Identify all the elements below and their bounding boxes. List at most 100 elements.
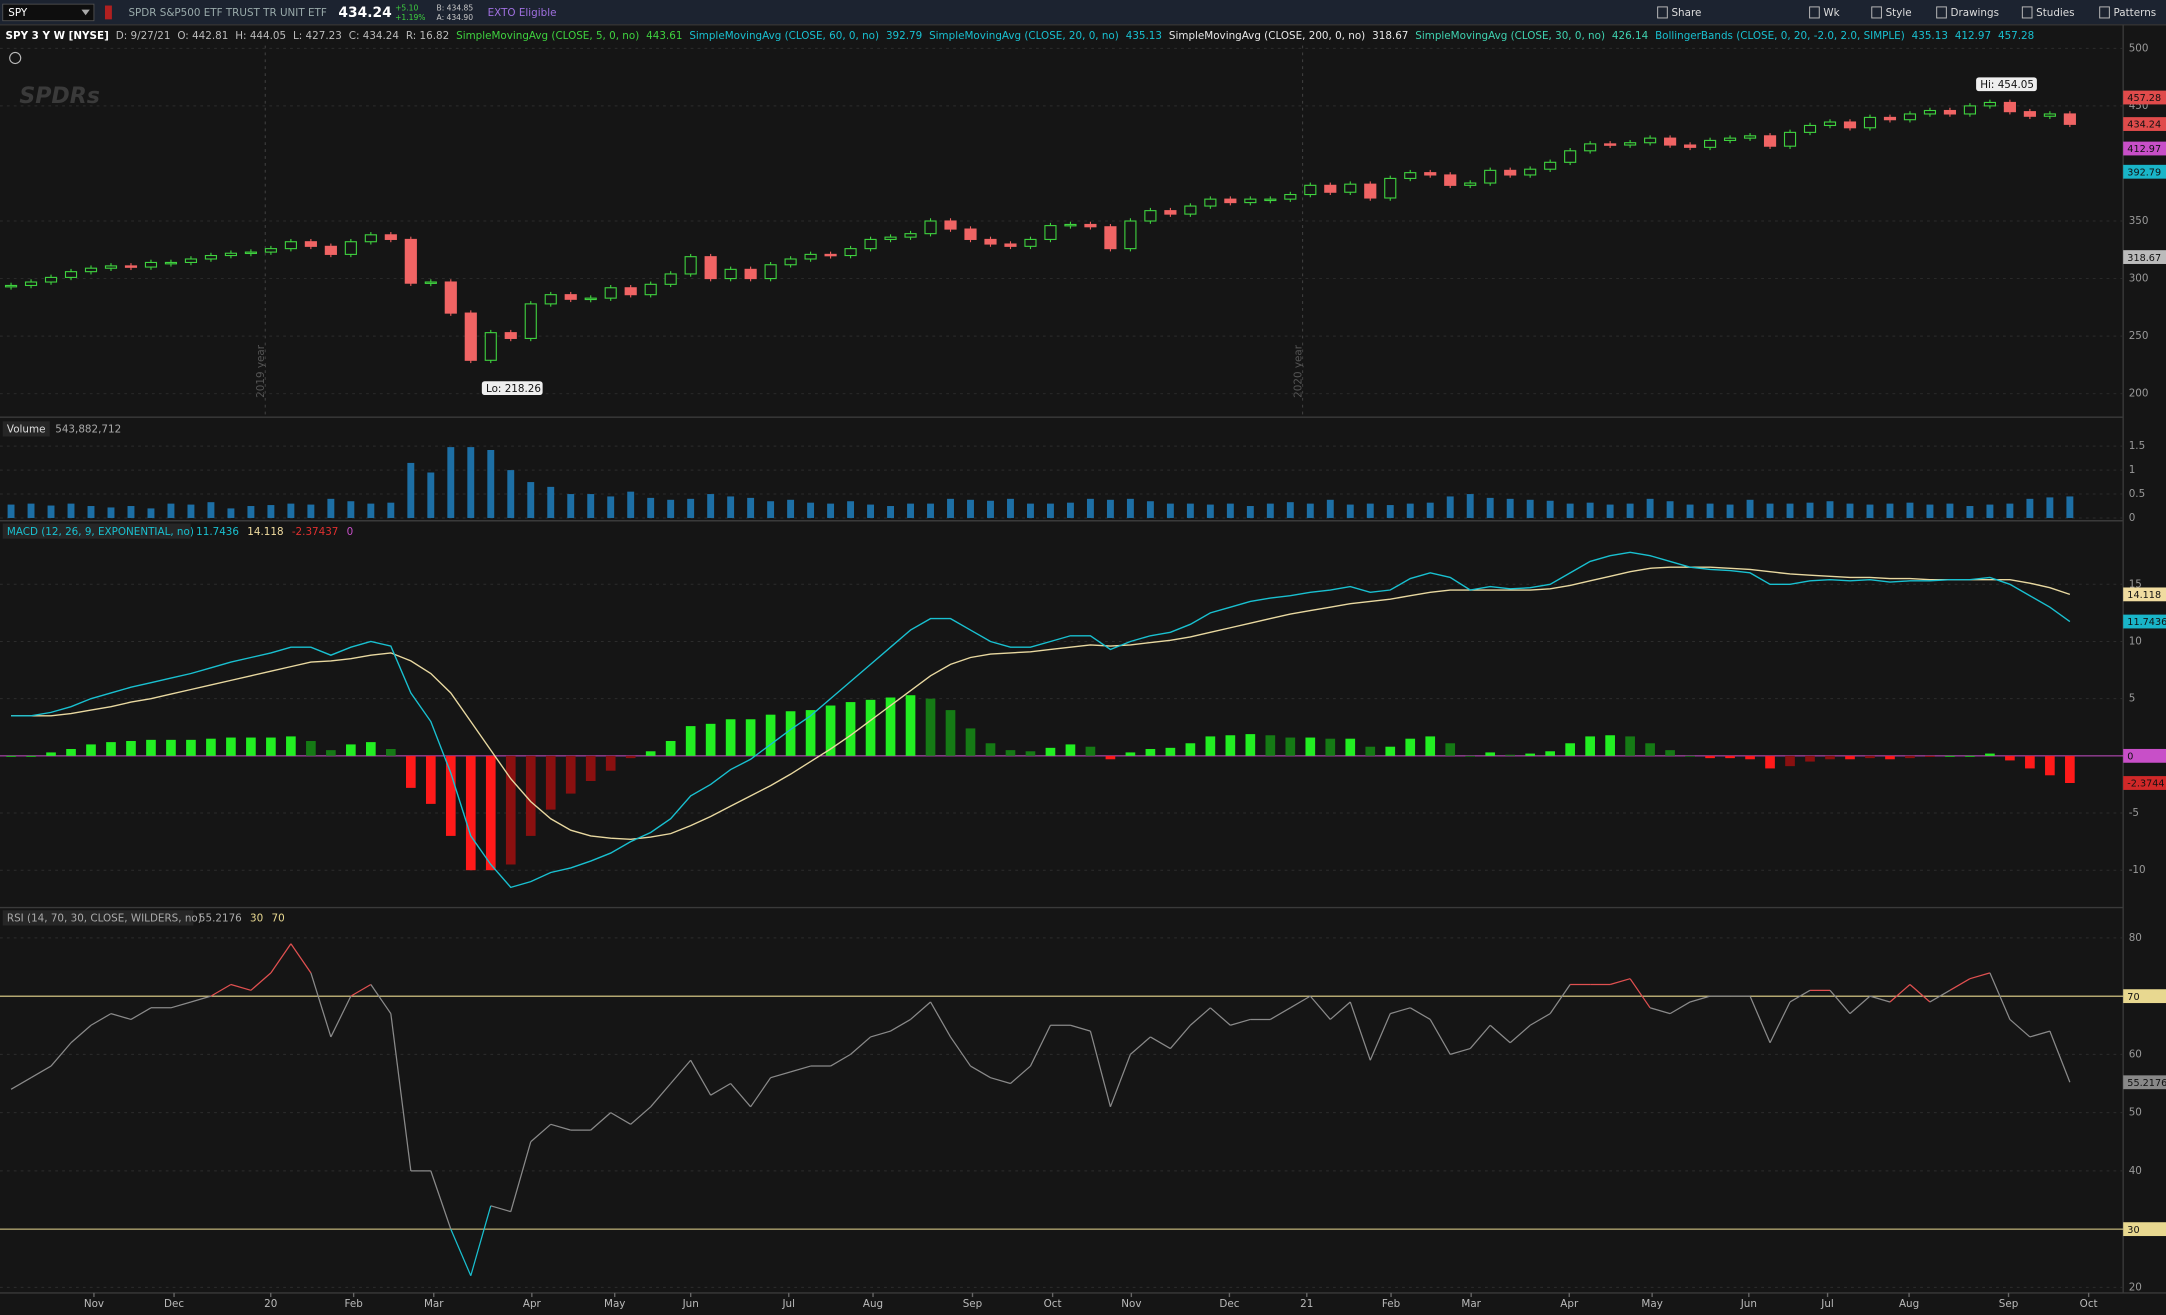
- candle: [1664, 137, 1677, 146]
- x-tick-label: Nov: [84, 1298, 104, 1310]
- badge[interactable]: EXTO Eligible: [488, 7, 557, 19]
- symbol-dropdown[interactable]: [81, 9, 90, 16]
- volume-bar: [587, 494, 595, 518]
- rsi-segment: [870, 1030, 891, 1038]
- x-tick-label: Sep: [963, 1298, 983, 1310]
- macd-histogram: [1745, 755, 1755, 760]
- rsi-segment: [1369, 1013, 1391, 1061]
- rsi-segment: [770, 1071, 791, 1079]
- candle: [564, 294, 577, 300]
- volume-bar: [607, 496, 615, 518]
- price-bubble-label: 434.24: [2127, 120, 2161, 131]
- candle: [2023, 111, 2036, 117]
- candle: [544, 294, 557, 305]
- description: SPDR S&P500 ETF TRUST TR UNIT ETF: [128, 7, 326, 19]
- candle: [1224, 198, 1237, 204]
- volume-bar: [1166, 503, 1174, 518]
- link-icon[interactable]: [104, 5, 112, 20]
- toolbar-button[interactable]: Style: [1886, 7, 1912, 19]
- x-tick-label: 21: [1300, 1298, 1313, 1310]
- volume-bar: [1686, 504, 1694, 518]
- candle: [1723, 137, 1737, 141]
- toolbar-button[interactable]: Studies: [2036, 7, 2074, 19]
- macd-histogram: [1865, 755, 1875, 759]
- toolbar-button[interactable]: Drawings: [1951, 7, 1999, 19]
- rsi-segment: [10, 1077, 32, 1090]
- toolbar-button[interactable]: Share: [1671, 7, 1701, 19]
- candle: [1823, 121, 1837, 127]
- candle: [2003, 101, 2016, 113]
- toolbar-button[interactable]: Wk: [1823, 7, 1839, 19]
- rsi-segment: [430, 1170, 452, 1230]
- toolbar-button[interactable]: Patterns: [2114, 7, 2157, 19]
- macd-histogram: [1305, 737, 1316, 756]
- rsi-segment: [1109, 1054, 1131, 1108]
- candle: [124, 265, 138, 268]
- change-pct: +1.19%: [395, 13, 425, 22]
- info-icon[interactable]: [9, 51, 22, 65]
- y-tick-label: 200: [2129, 388, 2149, 400]
- price-bubble: [2123, 117, 2166, 131]
- rsi-title: RSI (14, 70, 30, CLOSE, WILDERS, no): [7, 913, 202, 925]
- volume-bar: [1786, 503, 1794, 518]
- candle: [84, 267, 98, 273]
- rsi-segment: [1209, 1007, 1231, 1026]
- price-bubble: [2123, 1075, 2166, 1090]
- volume-bar: [267, 505, 275, 518]
- volume-bar: [1846, 503, 1854, 518]
- macd-histogram: [1225, 735, 1236, 756]
- candle: [1364, 183, 1377, 199]
- rsi-segment: [730, 1083, 752, 1108]
- rsi-segment: [1290, 995, 1311, 1009]
- button-icon[interactable]: [1871, 6, 1882, 19]
- macd-histogram: [46, 752, 56, 756]
- macd-histogram: [1005, 750, 1016, 756]
- macd-histogram: [445, 755, 456, 836]
- macd-histogram: [1205, 736, 1216, 756]
- rsi-segment: [30, 1065, 52, 1079]
- macd-histogram: [725, 719, 736, 756]
- volume-bar: [487, 449, 495, 518]
- volume-bar: [1646, 498, 1654, 518]
- volume-bar: [1146, 501, 1154, 518]
- volume-bar: [1986, 504, 1994, 518]
- volume-bar: [1626, 503, 1634, 518]
- rsi-segment: [130, 1007, 152, 1020]
- button-icon[interactable]: [2099, 6, 2110, 19]
- candle: [1084, 223, 1097, 228]
- candle: [1264, 198, 1277, 202]
- macd-histogram: [625, 755, 636, 759]
- macd-histogram: [965, 728, 976, 756]
- study-value: 435.13: [1912, 30, 1948, 42]
- y-tick-label: 500: [2129, 42, 2149, 54]
- candle: [1524, 168, 1537, 176]
- price-bubble: [2123, 1222, 2166, 1237]
- symbol-input[interactable]: [2, 3, 95, 22]
- candle: [644, 283, 657, 296]
- volume-bar: [167, 503, 175, 518]
- rsi-segment: [70, 1024, 92, 1044]
- button-icon[interactable]: [1657, 6, 1668, 19]
- candle: [664, 273, 677, 285]
- volume-bar: [1546, 500, 1554, 518]
- rsi-segment: [1609, 978, 1631, 986]
- button-icon[interactable]: [1936, 6, 1947, 19]
- macd-histogram: [106, 742, 116, 756]
- volume-bar: [1826, 501, 1834, 518]
- symbol: SPY: [8, 7, 28, 19]
- button-icon[interactable]: [1809, 6, 1820, 19]
- y-tick-label: 5: [2129, 693, 2136, 705]
- candle: [1464, 182, 1477, 186]
- rsi-segment: [610, 1112, 632, 1125]
- candle: [1184, 205, 1197, 215]
- volume-bar: [767, 501, 775, 518]
- volume-bar: [467, 447, 475, 518]
- macd-histogram: [1685, 755, 1695, 757]
- macd-histogram: [126, 740, 136, 756]
- macd-histogram: [1165, 747, 1176, 756]
- macd-signal-line: [11, 566, 2071, 841]
- button-icon[interactable]: [2021, 6, 2033, 19]
- macd-histogram: [326, 750, 336, 756]
- volume-bar: [407, 462, 415, 518]
- x-tick-label: Sep: [1999, 1298, 2019, 1310]
